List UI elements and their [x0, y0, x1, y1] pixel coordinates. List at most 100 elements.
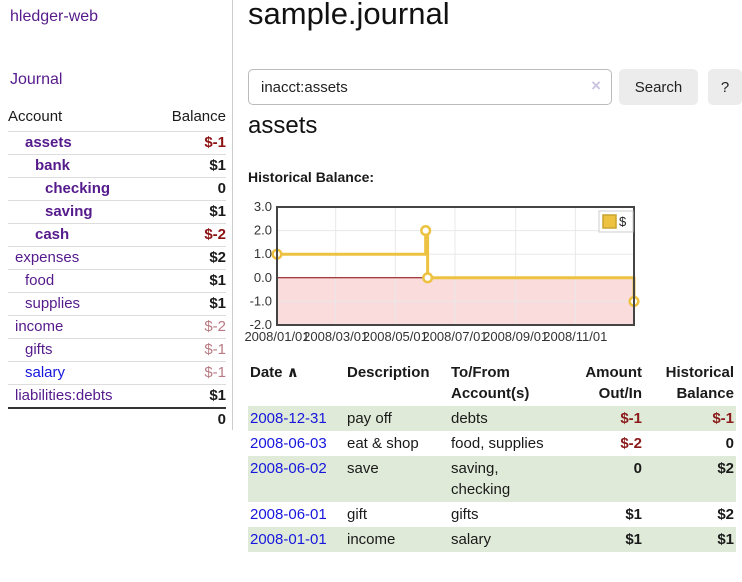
accounts-cell: salary [451, 531, 492, 548]
date-cell: 2008-06-01 [248, 502, 345, 527]
x-axis-tick-label: 2008/11/01 [543, 329, 607, 344]
account-balance: $-2 [151, 315, 226, 339]
account-link[interactable]: supplies [25, 295, 81, 312]
clear-search-icon[interactable]: × [591, 76, 601, 95]
account-link[interactable]: gifts [25, 341, 53, 358]
balance-column-header: Balance [171, 108, 226, 125]
account-link[interactable]: salary [25, 364, 66, 381]
transaction-date-link[interactable]: 2008-06-03 [250, 435, 327, 452]
y-axis-tick-label: 3.0 [254, 202, 272, 214]
chart-svg: $3.0 2.0 1.0 0.0 -1.0 -2.02008/01/012008/03/0… [244, 199, 640, 344]
account-link[interactable]: checking [45, 180, 111, 197]
x-axis-tick-label: 2008/07/01 [422, 329, 487, 344]
historical-balance-chart: $3.0 2.0 1.0 0.0 -1.0 -2.0 2008/01/01 2008/03/0… [236, 199, 640, 352]
transaction-date-link[interactable]: 2008-12-31 [250, 410, 327, 427]
account-table-header: Account Balance [8, 104, 226, 132]
transaction-date-link[interactable]: 2008-01-01 [250, 531, 327, 548]
description-cell: pay off [347, 410, 392, 427]
sidebar-item-journal[interactable]: Journal [10, 71, 63, 88]
sidebar: hledger-web Journal Account Balance asse… [0, 0, 232, 582]
account-link[interactable]: food [25, 272, 55, 289]
transaction-date-link[interactable]: 2008-06-01 [250, 506, 327, 523]
transaction-row: 2008-01-01 income salary $1 $1 [248, 527, 736, 552]
search-button[interactable]: Search [619, 69, 698, 105]
date-cell: 2008-06-02 [248, 456, 345, 502]
y-axis-tick-label: 2.0 [254, 223, 272, 238]
account-balance: $-1 [151, 361, 226, 385]
account-link[interactable]: assets [25, 134, 72, 151]
account-row: salary $-1 [8, 361, 226, 385]
legend-swatch [602, 214, 617, 229]
account-balance: $1 [151, 154, 226, 178]
description-column-header: Description [347, 364, 430, 381]
account-link[interactable]: cash [35, 226, 70, 243]
data-point-marker [420, 225, 432, 237]
app-brand-link[interactable]: hledger-web [10, 8, 99, 25]
account-balance: $2 [151, 246, 226, 270]
account-row: saving $1 [8, 200, 226, 224]
description-cell: gift [347, 506, 368, 523]
account-balance: $1 [151, 384, 226, 408]
accounts-cell: gifts [451, 506, 479, 523]
register-header-row: Date ∧ Description To/From Account(s) Am… [248, 362, 736, 406]
account-balance-table: Account Balance assets $-1 bank $1 checking 0… [8, 104, 226, 431]
search-input-wrap: × [248, 69, 612, 105]
x-axis-tick-label: 2008/09/01 [483, 329, 548, 344]
description-cell: save [347, 460, 379, 477]
account-row: supplies $1 [8, 292, 226, 316]
accounts-cell: saving, checking [451, 460, 511, 498]
help-button[interactable]: ? [708, 69, 742, 105]
data-point-marker [422, 272, 434, 284]
account-balance: $-1 [151, 131, 226, 155]
x-axis-tick-label: 2008/01/01 [244, 329, 309, 344]
account-row: expenses $2 [8, 246, 226, 270]
account-link[interactable]: liabilities:debts [15, 387, 113, 404]
transaction-row: 2008-06-01 gift gifts $1 $2 [248, 502, 736, 527]
search-input[interactable] [248, 69, 612, 105]
date-cell: 2008-01-01 [248, 527, 345, 552]
account-balance: 0 [151, 177, 226, 201]
account-link[interactable]: income [15, 318, 64, 335]
account-balance: $1 [151, 269, 226, 293]
account-row: liabilities:debts $1 [8, 384, 226, 408]
account-link[interactable]: expenses [15, 249, 80, 266]
account-row: bank $1 [8, 154, 226, 178]
accounts-column-header: To/From Account(s) [451, 364, 530, 402]
date-column-header[interactable]: Date ∧ [250, 364, 299, 381]
account-balance: $-2 [151, 223, 226, 247]
x-axis-tick-label: 2008/05/01 [363, 329, 428, 344]
y-axis-tick-label: -1.0 [250, 293, 272, 308]
balance-total-value: 0 [151, 407, 226, 431]
account-heading: assets [248, 112, 318, 139]
description-cell: eat & shop [347, 435, 419, 452]
page-title: sample.journal [248, 0, 450, 31]
y-axis-tick-label: -2.0 [250, 317, 272, 332]
account-row: gifts $-1 [8, 338, 226, 362]
balance-cell: $2 [717, 506, 734, 523]
plot-border [276, 206, 635, 326]
y-axis-tick-label: 1.0 [254, 246, 272, 261]
account-column-header: Account [8, 108, 63, 125]
account-balance: $1 [151, 200, 226, 224]
amount-cell: $1 [625, 506, 642, 523]
account-balance: $1 [151, 292, 226, 316]
transaction-date-link[interactable]: 2008-06-02 [250, 460, 327, 477]
accounts-cell: debts [451, 410, 488, 427]
total-spacer [8, 407, 152, 431]
date-cell: 2008-06-03 [248, 431, 345, 456]
balance-cell: $1 [717, 531, 734, 548]
balance-cell: $2 [717, 460, 734, 477]
account-link[interactable]: saving [45, 203, 93, 220]
transaction-row: 2008-12-31 pay off debts $-1 $-1 [248, 406, 736, 431]
amount-cell: 0 [633, 460, 642, 477]
main-content: sample.journal × Search ? assets Histori… [244, 0, 742, 582]
account-row: cash $-2 [8, 223, 226, 247]
amount-cell: $-2 [620, 435, 642, 452]
y-axis-tick-label: 0.0 [254, 270, 272, 285]
transaction-row: 2008-06-02 save saving, checking 0 $2 [248, 456, 736, 502]
account-link[interactable]: bank [35, 157, 71, 174]
description-cell: income [347, 531, 396, 548]
search-row: × Search ? [248, 69, 742, 105]
account-row: assets $-1 [8, 131, 226, 155]
transaction-row: 2008-06-03 eat & shop food, supplies $-2 0 [248, 431, 736, 456]
